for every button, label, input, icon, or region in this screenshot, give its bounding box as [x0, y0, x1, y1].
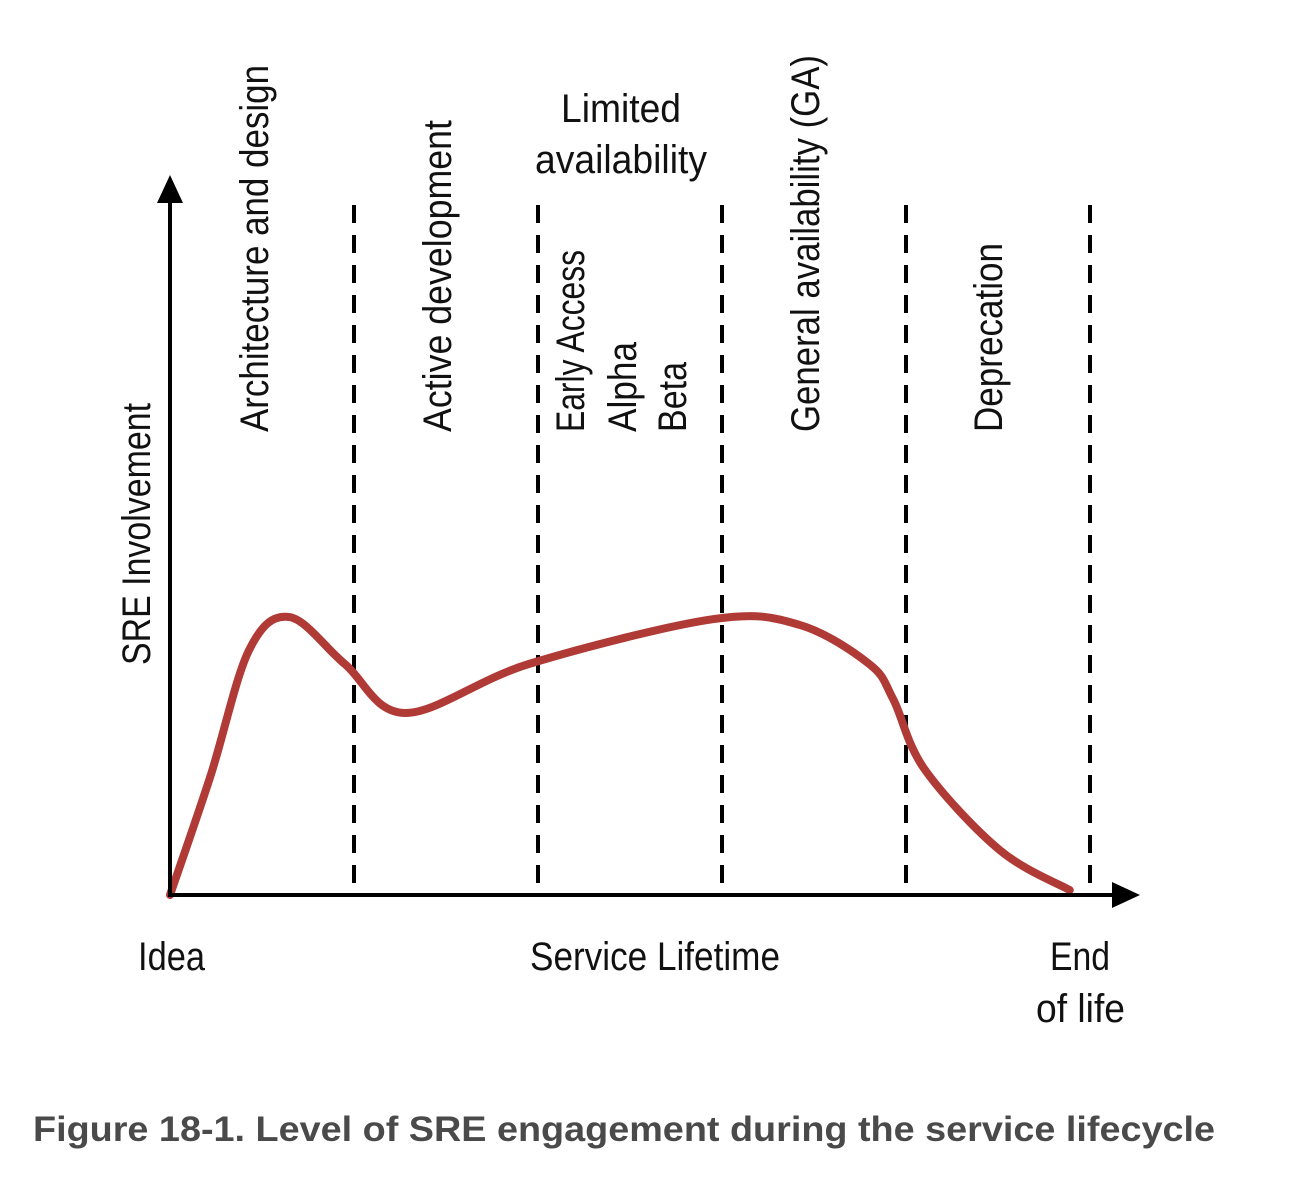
- phase-label-active-development: Active development: [416, 120, 460, 432]
- phase-header-limited: Limited: [561, 87, 681, 131]
- phase-label-general-availability: General availability (GA): [784, 55, 828, 432]
- x-start-label: Idea: [138, 935, 206, 979]
- phase-boundaries: [352, 205, 1092, 895]
- x-end-label-line1: End: [1050, 935, 1110, 979]
- phase-label-beta: Beta: [651, 361, 695, 432]
- phase-label-architecture: Architecture and design: [233, 65, 277, 432]
- y-axis-arrow-icon: [157, 175, 183, 203]
- x-axis-label: Service Lifetime: [530, 935, 780, 979]
- x-axis-arrow-icon: [1112, 882, 1140, 908]
- phase-label-alpha: Alpha: [601, 341, 645, 432]
- phase-label-deprecation: Deprecation: [967, 243, 1011, 432]
- y-axis-label: SRE Involvement: [115, 403, 159, 665]
- x-end-label-line2: of life: [1036, 987, 1125, 1031]
- phase-label-early-access: Early Access: [549, 250, 593, 432]
- phase-header-availability: availability: [535, 138, 707, 182]
- figure-caption: Figure 18-1. Level of SRE engagement dur…: [33, 1110, 1215, 1149]
- sre-involvement-curve: [166, 612, 1074, 899]
